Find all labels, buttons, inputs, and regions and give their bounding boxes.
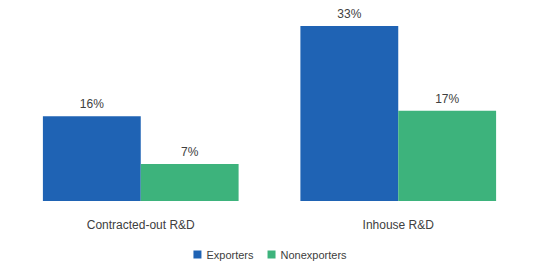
svg-text:33%: 33%: [337, 7, 361, 21]
svg-text:7%: 7%: [181, 145, 199, 159]
svg-text:16%: 16%: [80, 97, 104, 111]
svg-text:17%: 17%: [435, 92, 459, 106]
svg-text:Nonexporters: Nonexporters: [281, 249, 348, 261]
svg-text:Contracted-out R&D: Contracted-out R&D: [87, 218, 195, 232]
svg-text:Exporters: Exporters: [206, 249, 254, 261]
svg-text:Inhouse R&D: Inhouse R&D: [363, 218, 435, 232]
